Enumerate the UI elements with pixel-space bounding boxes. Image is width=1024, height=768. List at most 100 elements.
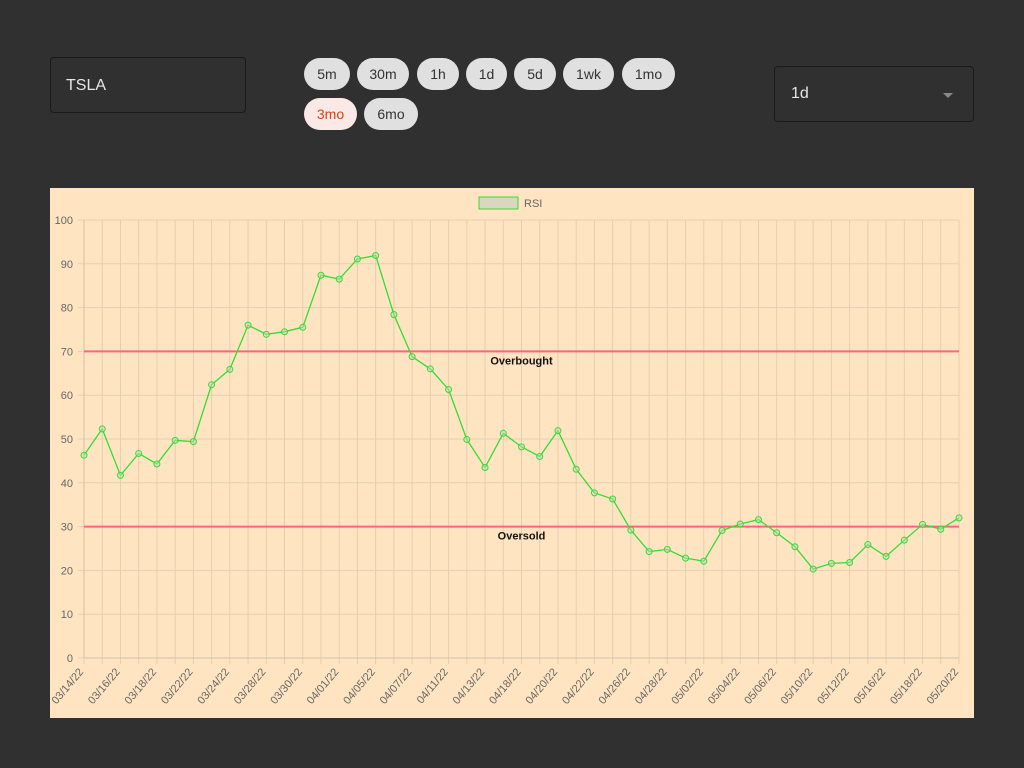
reference-label-oversold: Oversold (498, 531, 546, 543)
rsi-data-point (135, 449, 143, 457)
x-tick-label: 04/22/22 (560, 666, 597, 707)
rsi-data-point (481, 463, 489, 471)
rsi-data-point (590, 489, 598, 497)
x-tick-label: 03/22/22 (159, 666, 196, 707)
rsi-data-point (499, 429, 507, 437)
rsi-data-point (554, 427, 562, 435)
rsi-data-point (116, 471, 124, 479)
rsi-data-point (536, 453, 544, 461)
rsi-data-point (518, 443, 525, 451)
x-tick-label: 03/30/22 (268, 666, 305, 707)
x-tick-label: 04/05/22 (341, 666, 378, 707)
interval-select-value: 1d (791, 85, 809, 102)
range-chip-6mo[interactable]: 6mo (364, 98, 418, 130)
rsi-data-point (281, 328, 289, 336)
rsi-data-point (335, 275, 343, 283)
rsi-data-point (80, 451, 88, 459)
rsi-data-point (98, 425, 106, 433)
rsi-data-point (426, 365, 434, 373)
rsi-data-point (262, 330, 270, 338)
rsi-data-point (718, 527, 726, 535)
rsi-data-point (955, 514, 963, 522)
rsi-data-point (171, 436, 179, 444)
rsi-data-point (244, 321, 252, 329)
rsi-data-point (317, 271, 325, 279)
rsi-data-point (189, 438, 197, 446)
y-tick-label: 20 (61, 565, 73, 577)
x-tick-label: 05/06/22 (742, 666, 779, 707)
x-tick-label: 05/02/22 (669, 666, 706, 707)
rsi-data-point (773, 529, 781, 537)
x-tick-label: 05/20/22 (925, 666, 962, 707)
y-tick-label: 100 (55, 215, 73, 227)
rsi-data-point (572, 465, 580, 473)
rsi-data-point (463, 435, 471, 443)
y-tick-label: 50 (61, 434, 73, 446)
x-tick-label: 03/14/22 (50, 666, 86, 707)
x-tick-label: 04/26/22 (596, 666, 633, 707)
rsi-data-point (663, 545, 671, 553)
dropdown-caret-icon (943, 93, 953, 98)
rsi-data-point (390, 311, 398, 319)
x-tick-label: 05/12/22 (815, 666, 852, 707)
range-chip-3mo[interactable]: 3mo (304, 98, 357, 130)
range-chip-5m[interactable]: 5m (304, 58, 350, 90)
rsi-data-point (736, 520, 744, 528)
y-tick-label: 80 (61, 303, 73, 315)
x-tick-label: 03/18/22 (122, 666, 159, 707)
range-chip-1d[interactable]: 1d (466, 58, 507, 90)
y-tick-label: 30 (61, 522, 73, 534)
x-tick-label: 03/28/22 (232, 666, 269, 707)
rsi-data-point (226, 365, 234, 373)
range-chip-1wk[interactable]: 1wk (563, 58, 614, 90)
rsi-data-point (809, 565, 817, 573)
rsi-data-point (846, 559, 854, 567)
range-chip-1mo[interactable]: 1mo (622, 58, 675, 90)
rsi-data-point (754, 516, 762, 524)
y-tick-label: 60 (61, 390, 73, 402)
y-tick-label: 0 (67, 653, 73, 665)
x-tick-label: 05/04/22 (706, 666, 743, 707)
symbol-field[interactable] (50, 57, 246, 113)
symbol-input[interactable] (66, 74, 231, 98)
x-tick-label: 04/20/22 (524, 666, 561, 707)
rsi-data-point (827, 559, 835, 567)
interval-select[interactable]: 1d (774, 66, 974, 122)
rsi-data-point (627, 526, 635, 534)
x-tick-label: 03/24/22 (195, 666, 232, 707)
rsi-data-point (645, 548, 653, 556)
rsi-data-point (353, 255, 361, 263)
legend-label: RSI (524, 198, 542, 210)
reference-label-overbought: Overbought (490, 355, 553, 367)
rsi-data-point (791, 543, 799, 551)
x-tick-label: 04/11/22 (415, 666, 451, 706)
range-chip-5d[interactable]: 5d (514, 58, 556, 90)
rsi-data-point (864, 541, 872, 549)
rsi-data-point (937, 525, 945, 533)
rsi-data-point (682, 554, 690, 562)
legend-swatch (478, 196, 519, 210)
x-tick-label: 05/16/22 (852, 666, 889, 707)
x-tick-label: 04/13/22 (451, 666, 488, 707)
x-tick-label: 05/10/22 (779, 666, 816, 707)
rsi-data-point (700, 557, 708, 565)
rsi-data-point (445, 386, 453, 394)
y-tick-label: 40 (61, 478, 73, 490)
rsi-data-point (153, 460, 161, 468)
x-tick-label: 04/18/22 (487, 666, 524, 707)
rsi-data-point (372, 251, 380, 259)
y-tick-label: 10 (61, 609, 73, 621)
rsi-data-point (900, 536, 908, 544)
rsi-data-point (208, 381, 216, 389)
range-chip-30m[interactable]: 30m (357, 58, 409, 90)
y-tick-label: 90 (61, 259, 73, 271)
x-tick-label: 04/28/22 (633, 666, 670, 707)
range-chip-1h[interactable]: 1h (417, 58, 459, 90)
rsi-data-point (882, 552, 890, 560)
y-tick-label: 70 (61, 346, 73, 358)
x-tick-label: 03/16/22 (86, 666, 123, 707)
rsi-data-point (408, 353, 416, 361)
rsi-data-point (299, 323, 307, 331)
rsi-data-point (609, 495, 617, 503)
